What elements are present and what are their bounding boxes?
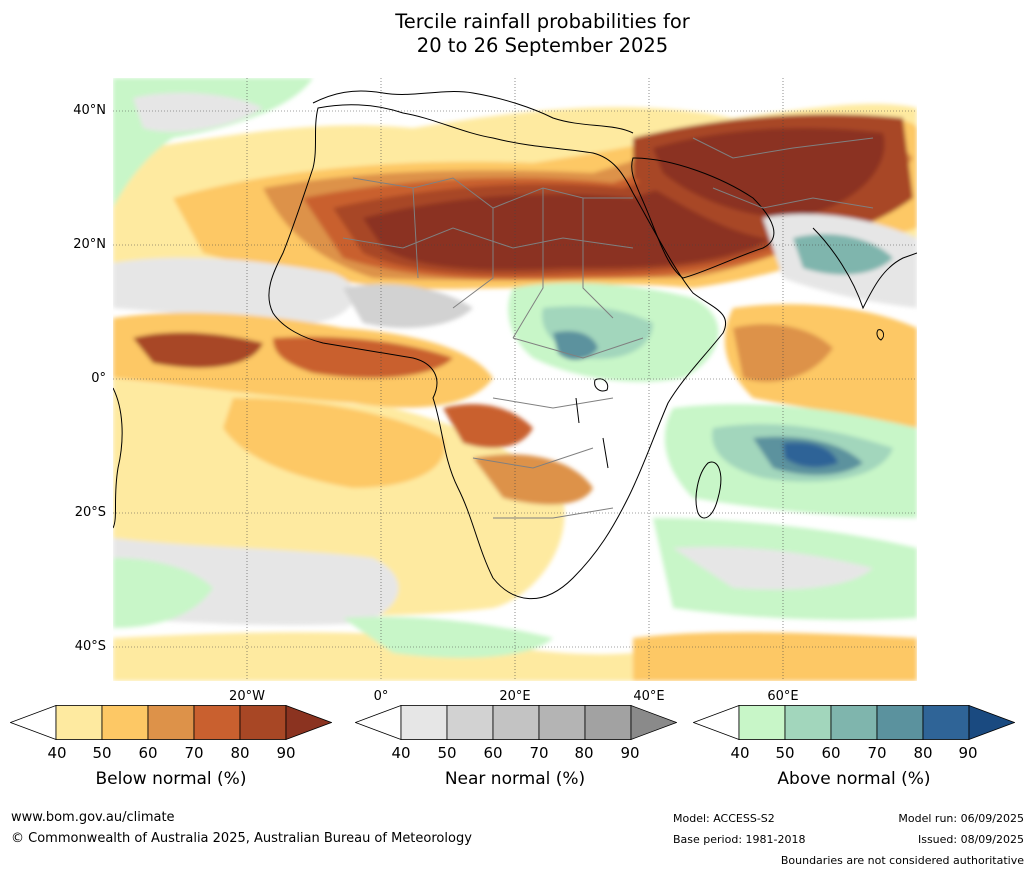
above-colorbar-bin xyxy=(830,705,878,740)
near-colorbar-bin xyxy=(400,705,448,740)
above-colorbar-bin xyxy=(784,705,832,740)
colorbar-below-title: Below normal (%) xyxy=(95,769,247,789)
below-colorbar-max-extension xyxy=(285,705,332,740)
coastlines xyxy=(113,90,917,600)
above-tick: 40 xyxy=(730,744,750,762)
below-colorbar-bin xyxy=(239,705,287,740)
base-period: Base period: 1981-2018 xyxy=(673,833,806,846)
below-colorbar-bin xyxy=(193,705,241,740)
chart-title: Tercile rainfall probabilities for 20 to… xyxy=(0,10,1035,58)
model-run-date: Model run: 06/09/2025 xyxy=(898,812,1024,825)
below-colorbar-bin xyxy=(147,705,195,740)
below-colorbar-bin xyxy=(55,705,103,740)
colorbar-above-svg xyxy=(693,705,1015,740)
lat-label-40n: 40°N xyxy=(73,103,106,118)
above-colorbar-min-extension xyxy=(693,705,740,740)
website-link[interactable]: www.bom.gov.au/climate xyxy=(11,810,175,825)
near-tick: 40 xyxy=(391,744,411,762)
colorbar-above-title: Above normal (%) xyxy=(777,769,931,789)
near-tick: 60 xyxy=(483,744,503,762)
below-tick: 50 xyxy=(92,744,112,762)
near-colorbar-bin xyxy=(538,705,586,740)
lon-label-60e: 60°E xyxy=(767,689,799,704)
lat-label-40s: 40°S xyxy=(74,639,106,654)
near-tick: 80 xyxy=(574,744,594,762)
near-colorbar-bin xyxy=(492,705,540,740)
near-tick: 70 xyxy=(529,744,549,762)
below-tick: 40 xyxy=(47,744,67,762)
above-colorbar-bin xyxy=(738,705,786,740)
lat-label-20s: 20°S xyxy=(74,505,106,520)
lon-label-20w: 20°W xyxy=(229,689,265,704)
model-name: Model: ACCESS-S2 xyxy=(673,812,775,825)
title-line-2: 20 to 26 September 2025 xyxy=(416,34,669,57)
below-tick: 70 xyxy=(184,744,204,762)
below-colorbar-min-extension xyxy=(10,705,57,740)
lakes xyxy=(575,378,609,469)
colorbar-below-svg xyxy=(10,705,332,740)
colorbar-near-title: Near normal (%) xyxy=(444,769,586,789)
rainfall-probability-map xyxy=(113,78,917,681)
colorbar-below-normal xyxy=(10,705,332,740)
below-tick: 90 xyxy=(276,744,296,762)
above-tick: 70 xyxy=(867,744,887,762)
country-borders xyxy=(342,137,874,519)
above-tick: 80 xyxy=(913,744,933,762)
lon-label-40e: 40°E xyxy=(633,689,665,704)
colorbar-above-normal xyxy=(693,705,1015,740)
below-tick: 80 xyxy=(230,744,250,762)
below-tick: 60 xyxy=(138,744,158,762)
above-colorbar-max-extension xyxy=(968,705,1015,740)
above-tick: 90 xyxy=(958,744,978,762)
lat-label-0: 0° xyxy=(91,371,106,386)
lat-label-20n: 20°N xyxy=(73,237,106,252)
map-gridlines xyxy=(113,78,917,681)
near-colorbar-bin xyxy=(584,705,632,740)
copyright-text: © Commonwealth of Australia 2025, Austra… xyxy=(11,831,472,846)
near-colorbar-min-extension xyxy=(355,705,402,740)
boundaries-disclaimer: Boundaries are not considered authoritat… xyxy=(780,854,1024,867)
colorbar-near-svg xyxy=(355,705,677,740)
issued-date: Issued: 08/09/2025 xyxy=(917,833,1024,846)
lon-label-0: 0° xyxy=(373,689,389,704)
near-tick: 50 xyxy=(437,744,457,762)
lon-label-20e: 20°E xyxy=(499,689,531,704)
colorbar-near-normal xyxy=(355,705,677,740)
map-svg xyxy=(113,78,917,681)
above-colorbar-bin xyxy=(922,705,970,740)
above-tick: 60 xyxy=(821,744,841,762)
above-colorbar-bin xyxy=(876,705,924,740)
title-line-1: Tercile rainfall probabilities for xyxy=(395,10,690,33)
above-tick: 50 xyxy=(775,744,795,762)
probability-shading xyxy=(113,78,917,681)
near-colorbar-max-extension xyxy=(630,705,677,740)
near-colorbar-bin xyxy=(446,705,494,740)
near-tick: 90 xyxy=(620,744,640,762)
below-colorbar-bin xyxy=(101,705,149,740)
